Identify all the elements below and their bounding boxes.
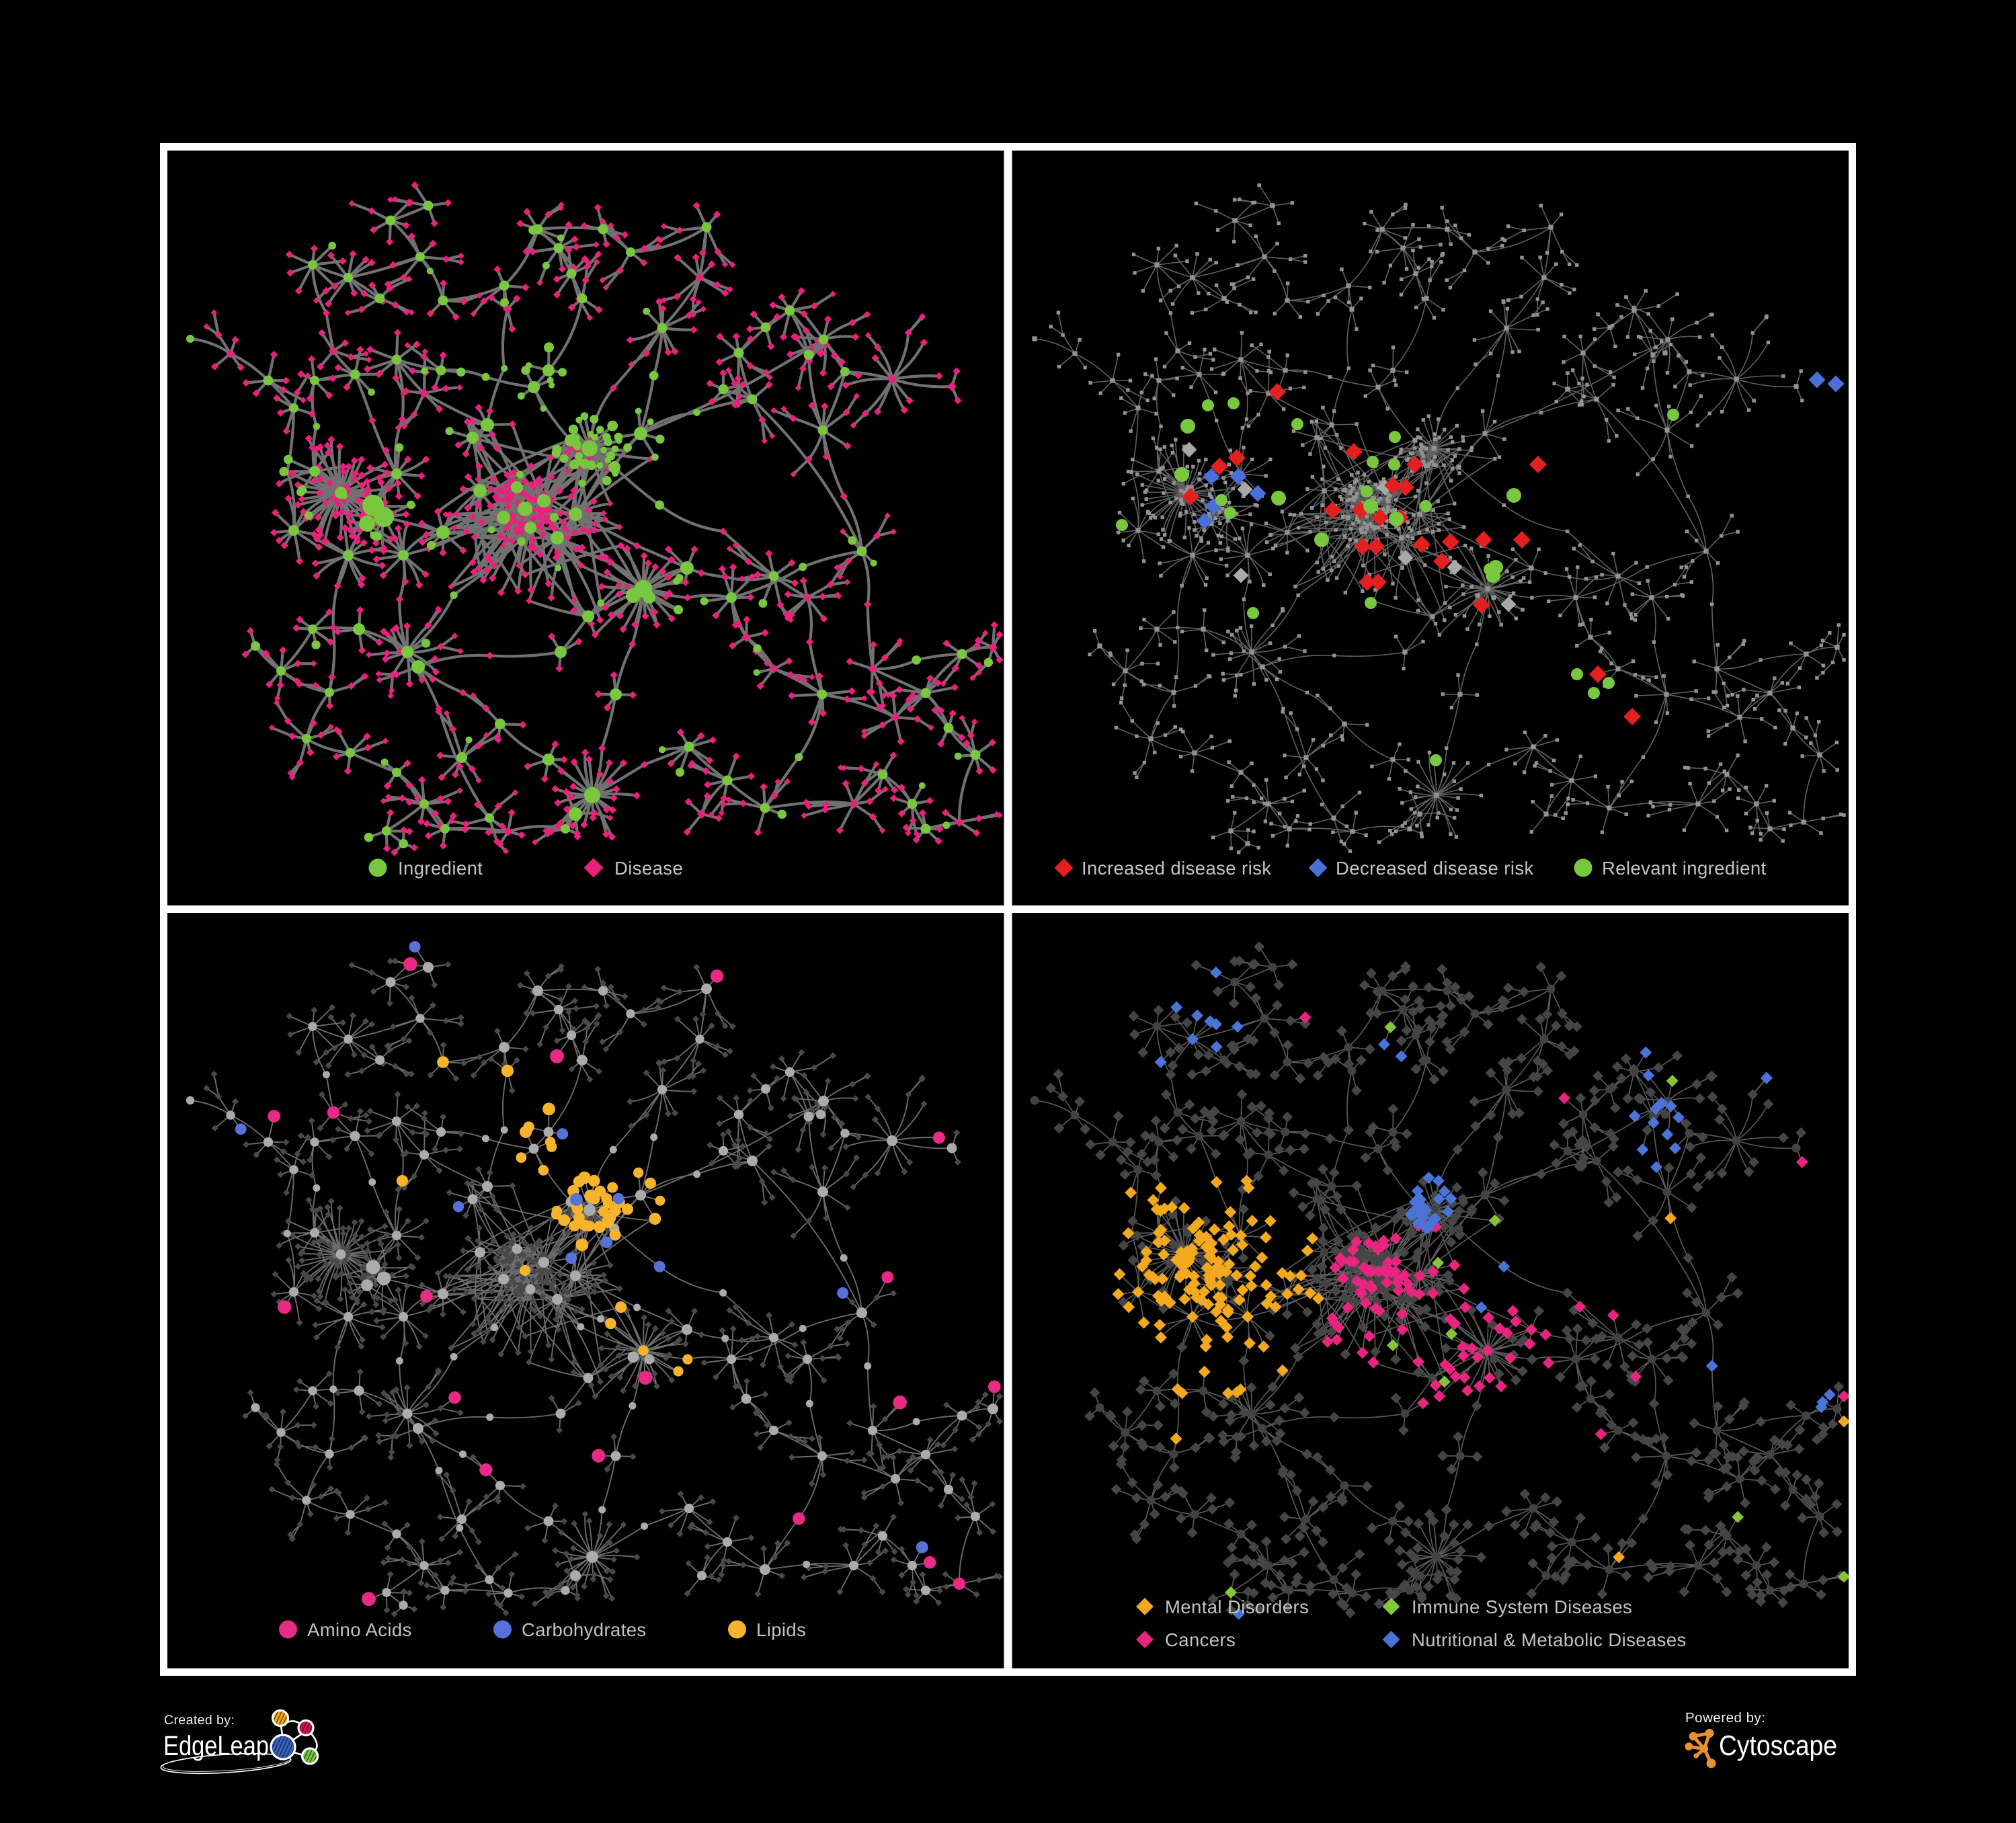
svg-text:EdgeLeap: EdgeLeap <box>163 1730 269 1761</box>
svg-text:Increased disease risk: Increased disease risk <box>1082 858 1271 879</box>
svg-text:Carbohydrates: Carbohydrates <box>522 1619 647 1640</box>
svg-text:Decreased disease risk: Decreased disease risk <box>1336 858 1534 879</box>
svg-text:Nutritional & Metabolic Diseas: Nutritional & Metabolic Diseases <box>1412 1629 1687 1650</box>
svg-text:Immune System Diseases: Immune System Diseases <box>1412 1596 1632 1617</box>
svg-text:Disease: Disease <box>614 858 683 879</box>
svg-text:Relevant ingredient: Relevant ingredient <box>1602 858 1767 879</box>
svg-text:Lipids: Lipids <box>756 1619 806 1640</box>
svg-text:Mental Disorders: Mental Disorders <box>1165 1596 1309 1617</box>
svg-text:Cytoscape: Cytoscape <box>1719 1730 1837 1761</box>
svg-text:Powered by:: Powered by: <box>1685 1710 1765 1726</box>
svg-text:Ingredient: Ingredient <box>398 858 483 879</box>
svg-text:Created by:: Created by: <box>164 1713 235 1728</box>
svg-text:Amino Acids: Amino Acids <box>307 1619 412 1640</box>
svg-text:Cancers: Cancers <box>1165 1629 1236 1650</box>
